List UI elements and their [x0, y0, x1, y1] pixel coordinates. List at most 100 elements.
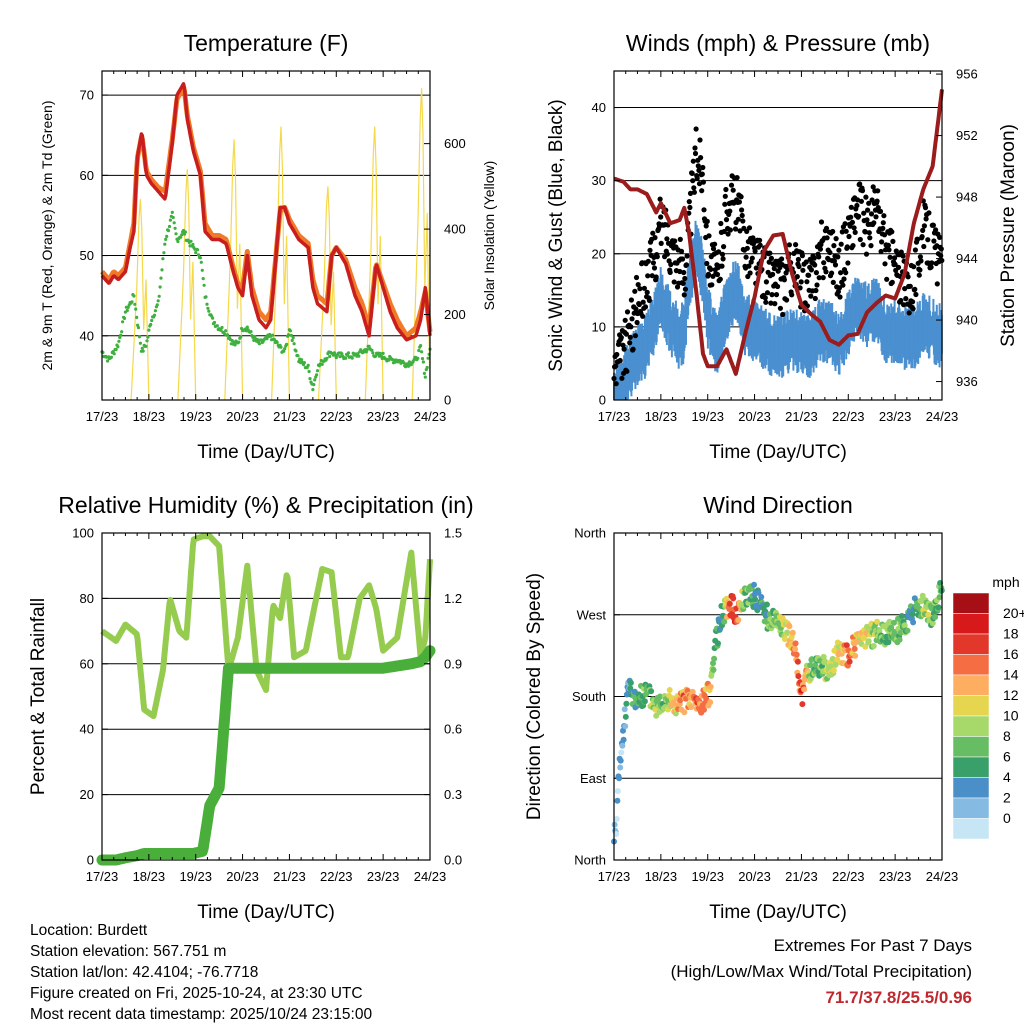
wind-direction-point: [821, 658, 828, 665]
y-tick-label: 40: [592, 100, 606, 115]
chart-title: Wind Direction: [703, 492, 853, 518]
wind-direction-point: [614, 788, 621, 795]
legend-swatch: [952, 756, 990, 778]
wind-gust-point: [863, 194, 869, 200]
dewpoint-point: [130, 300, 134, 304]
wind-gust-point: [892, 261, 898, 267]
wind-direction-point: [795, 673, 802, 680]
wind-gust-point: [690, 178, 696, 184]
dewpoint-point: [202, 283, 206, 287]
wind-direction-point: [726, 606, 733, 612]
wind-gust-point: [843, 228, 849, 234]
dewpoint-point: [279, 345, 283, 349]
wind-gust-point: [851, 225, 857, 231]
wind-gust-point: [687, 204, 693, 211]
wind-gust-point: [622, 317, 628, 323]
wind-gust-point: [719, 251, 726, 257]
wind-gust-point: [921, 243, 927, 250]
wind-gust-point: [692, 150, 699, 157]
wind-gust-point: [708, 266, 714, 272]
wind-gust-point: [857, 236, 863, 243]
x-tick-label: 24/23: [926, 869, 959, 884]
y-axis-label: 2m & 9m T (Red, Orange) & 2m Td (Green): [39, 101, 55, 371]
wind-direction-point: [752, 596, 759, 603]
wind-gust-point: [635, 282, 641, 288]
dewpoint-point: [289, 333, 293, 337]
dewpoint-point: [285, 342, 289, 346]
wind-direction-point: [862, 643, 869, 650]
wind-gust-point: [775, 283, 781, 290]
wind-gust-point: [691, 189, 698, 195]
wind-gust-point: [838, 241, 844, 247]
wind-gust-point: [640, 313, 646, 319]
wind-gust-point: [910, 306, 916, 312]
wind-gust-point: [627, 334, 633, 340]
legend-swatch: [952, 715, 990, 737]
wind-direction-point: [901, 622, 908, 629]
y2-tick-label: 0: [444, 393, 451, 408]
wind-direction-point: [812, 661, 819, 668]
y2-axis-label: Station Pressure (Maroon): [998, 124, 1019, 347]
wind-gust-point: [687, 190, 694, 196]
wind-direction-point: [852, 652, 859, 659]
wind-gust-point: [614, 351, 620, 358]
dewpoint-point: [224, 329, 228, 333]
wind-gust-point: [654, 254, 660, 260]
wind-direction-point: [909, 611, 916, 618]
wind-gust-point: [835, 254, 841, 260]
wind-gust-point: [913, 291, 919, 298]
wind-gust-point: [911, 264, 917, 270]
wind-gust-point: [744, 228, 750, 234]
wind-direction-point: [710, 666, 717, 673]
dewpoint-point: [180, 233, 184, 237]
dewpoint-point: [147, 328, 151, 332]
wind-gust-point: [882, 261, 888, 267]
solar-insolation-line: [130, 199, 150, 401]
y2-tick-label: 0.6: [444, 722, 462, 737]
wind-direction-point: [786, 623, 793, 630]
x-tick-label: 18/23: [645, 869, 678, 884]
recent-text: Most recent data timestamp: 2025/10/24 2…: [30, 1006, 373, 1023]
legend-swatch: [952, 674, 990, 696]
wind-gust-point: [704, 260, 710, 267]
legend-label: 4: [1003, 769, 1011, 785]
wind-direction-point: [677, 697, 684, 704]
wind-gust-point: [624, 309, 631, 315]
y-axis-label: Percent & Total Rainfall: [28, 598, 49, 795]
dewpoint-point: [212, 320, 217, 325]
wind-direction-point: [784, 629, 791, 636]
wind-gust-point: [667, 269, 673, 275]
wind-direction-point: [936, 594, 943, 601]
dewpoint-point: [166, 229, 171, 233]
wind-speed-legend: mph 20+ 18 16 14 12 10 8 6 4 2 0: [952, 574, 1024, 840]
solar-insolation-line: [364, 126, 384, 401]
wind-gust-point: [859, 188, 866, 194]
wind-gust-point: [714, 271, 721, 278]
wind-gust-point: [795, 256, 802, 263]
wind-direction-point: [794, 658, 801, 665]
wind-gust-point: [664, 236, 670, 242]
wind-gust-point: [804, 279, 810, 285]
dewpoint-point: [125, 308, 129, 313]
y-tick-label: South: [572, 689, 606, 704]
wind-gust-point: [777, 305, 784, 311]
dewpoint-point: [425, 365, 429, 370]
dewpoint-point: [134, 307, 138, 311]
wind-gust-point: [865, 207, 871, 213]
dewpoint-point: [345, 353, 350, 357]
dewpoint-point: [253, 334, 257, 339]
dewpoint-point: [141, 349, 145, 353]
wind-gust-point: [862, 229, 868, 235]
x-tick-label: 19/23: [179, 869, 212, 884]
dewpoint-point: [344, 356, 348, 360]
dewpoint-point: [158, 285, 162, 289]
legend-swatch: [952, 654, 990, 676]
y-tick-label: 0: [599, 393, 606, 408]
dewpoint-point: [311, 388, 315, 392]
wind-gust-point: [926, 210, 932, 216]
created-text: Figure created on Fri, 2025-10-24, at 23…: [30, 985, 363, 1002]
dewpoint-point: [365, 348, 369, 352]
wind-gust-point: [642, 304, 649, 310]
wind-gust-point: [632, 288, 638, 294]
y2-tick-label: 400: [444, 222, 466, 237]
